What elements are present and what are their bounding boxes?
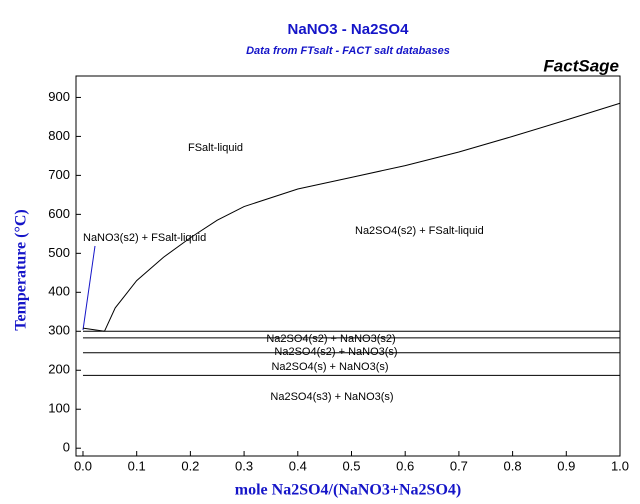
x-tick-label: 0.9 bbox=[557, 458, 575, 473]
y-tick-label: 400 bbox=[48, 284, 70, 299]
y-tick-label: 900 bbox=[48, 89, 70, 104]
chart-title: NaNO3 - Na2SO4 bbox=[288, 21, 410, 38]
region-label: FSalt-liquid bbox=[188, 142, 243, 154]
region-label: Na2SO4(s2) + FSalt-liquid bbox=[355, 225, 484, 237]
y-tick-label: 300 bbox=[48, 323, 70, 338]
y-tick-label: 500 bbox=[48, 245, 70, 260]
x-tick-label: 0.7 bbox=[450, 458, 468, 473]
pointer-line bbox=[82, 245, 96, 331]
x-axis-label: mole Na2SO4/(NaNO3+Na2SO4) bbox=[235, 482, 461, 499]
x-tick-label: 0.1 bbox=[128, 458, 146, 473]
y-tick-label: 700 bbox=[48, 167, 70, 182]
x-tick-label: 0.5 bbox=[342, 458, 360, 473]
y-axis-label: Temperature (°C) bbox=[13, 209, 30, 330]
y-tick-label: 100 bbox=[48, 401, 70, 416]
region-label: NaNO3(s2) + FSalt-liquid bbox=[83, 232, 206, 244]
plot-frame bbox=[75, 75, 621, 457]
phase-boundary bbox=[82, 327, 105, 332]
x-tick-label: 0.3 bbox=[235, 458, 253, 473]
y-tick-label: 200 bbox=[48, 362, 70, 377]
y-tick-label: 800 bbox=[48, 128, 70, 143]
y-tick-label: 0 bbox=[63, 440, 70, 455]
x-tick-label: 0.2 bbox=[181, 458, 199, 473]
x-tick-label: 1.0 bbox=[611, 458, 629, 473]
y-tick-label: 600 bbox=[48, 206, 70, 221]
region-label: Na2SO4(s2) + NaNO3(s2) bbox=[266, 333, 395, 345]
x-tick-label: 0.4 bbox=[289, 458, 307, 473]
x-tick-label: 0.6 bbox=[396, 458, 414, 473]
chart-subtitle: Data from FTsalt - FACT salt databases bbox=[246, 45, 450, 57]
phase-boundary bbox=[104, 102, 621, 332]
region-label: Na2SO4(s2) + NaNO3(s) bbox=[274, 346, 397, 358]
region-label: Na2SO4(s) + NaNO3(s) bbox=[271, 361, 388, 373]
x-tick-label: 0.0 bbox=[74, 458, 92, 473]
region-label: Na2SO4(s3) + NaNO3(s) bbox=[270, 391, 393, 403]
x-tick-label: 0.8 bbox=[504, 458, 522, 473]
brand-logo: FactSage bbox=[543, 56, 619, 75]
